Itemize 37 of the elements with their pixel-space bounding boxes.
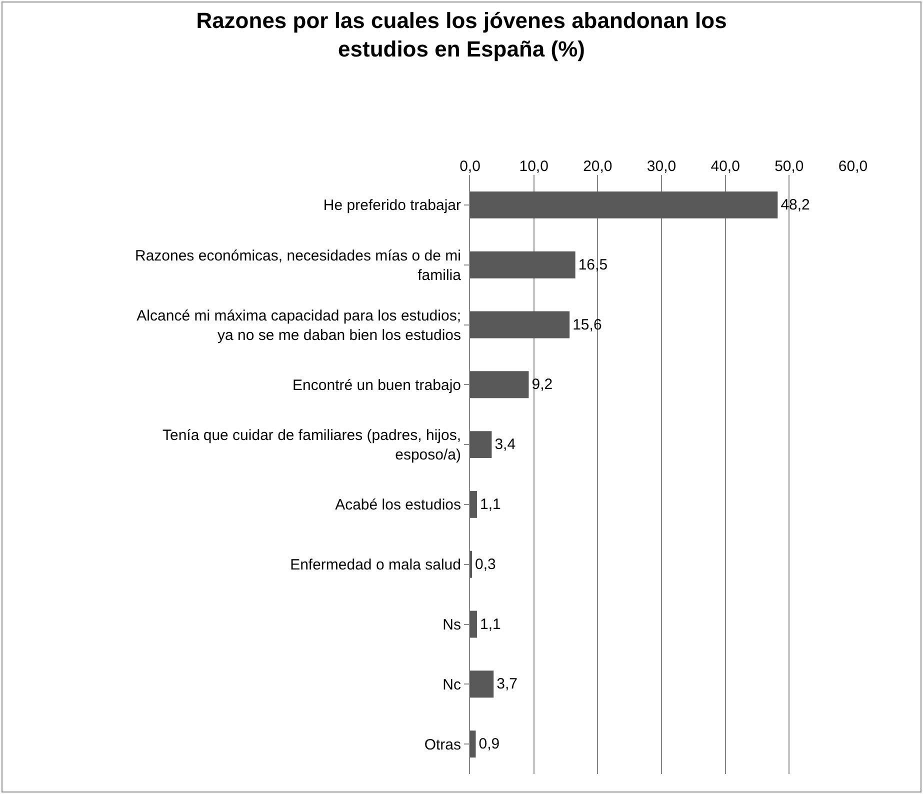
bar <box>470 610 478 638</box>
data-label: 0,3 <box>475 556 496 573</box>
x-tick-label: 0,0 <box>460 158 480 175</box>
data-label: 0,9 <box>478 736 500 753</box>
y-tick-label: He preferido trabajar <box>323 197 461 214</box>
bar <box>470 670 494 698</box>
data-label: 15,6 <box>572 316 602 334</box>
x-tick-label: 60,0 <box>838 158 868 175</box>
y-tick-label: Otras <box>424 736 461 754</box>
x-tick-label: 50,0 <box>774 158 804 175</box>
y-tick-label: Encontré un buen trabajo <box>292 376 461 394</box>
data-label: 48,2 <box>780 196 810 214</box>
data-label: 1,1 <box>480 496 501 513</box>
bar <box>470 371 529 398</box>
bar <box>470 311 570 338</box>
x-tick-label: 20,0 <box>583 158 612 175</box>
chart-title: Razones por las cuales los jóvenes abandonan los estudios en España (%) <box>196 8 727 62</box>
data-label: 3,7 <box>496 676 518 693</box>
y-tick-label: Alcancé mi máxima capacidad para los estudios; ya no se me daban bien los estudios <box>136 307 461 344</box>
x-tick-label: 10,0 <box>519 158 548 175</box>
data-label: 9,2 <box>532 376 553 394</box>
y-tick-label: Tenía que cuidar de familiares (padres, hijos, esposo/a) <box>162 427 462 464</box>
bar <box>470 730 476 758</box>
data-label: 3,4 <box>494 436 516 454</box>
y-tick-label: Ns <box>442 616 461 634</box>
bar <box>470 490 478 518</box>
bar <box>470 251 576 278</box>
y-tick-label: Razones económicas, necesidades mías o de mi familia <box>134 247 462 284</box>
y-tick-label: Nc <box>442 676 462 694</box>
data-label: 1,1 <box>480 616 501 633</box>
bar <box>470 431 492 458</box>
bar <box>470 191 778 218</box>
y-tick-label: Acabé los estudios <box>335 496 461 514</box>
x-tick-label: 30,0 <box>646 158 676 175</box>
data-label: 16,5 <box>578 256 608 274</box>
y-tick-label: Enfermedad o mala salud <box>290 556 461 574</box>
x-tick-label: 40,0 <box>710 158 740 175</box>
